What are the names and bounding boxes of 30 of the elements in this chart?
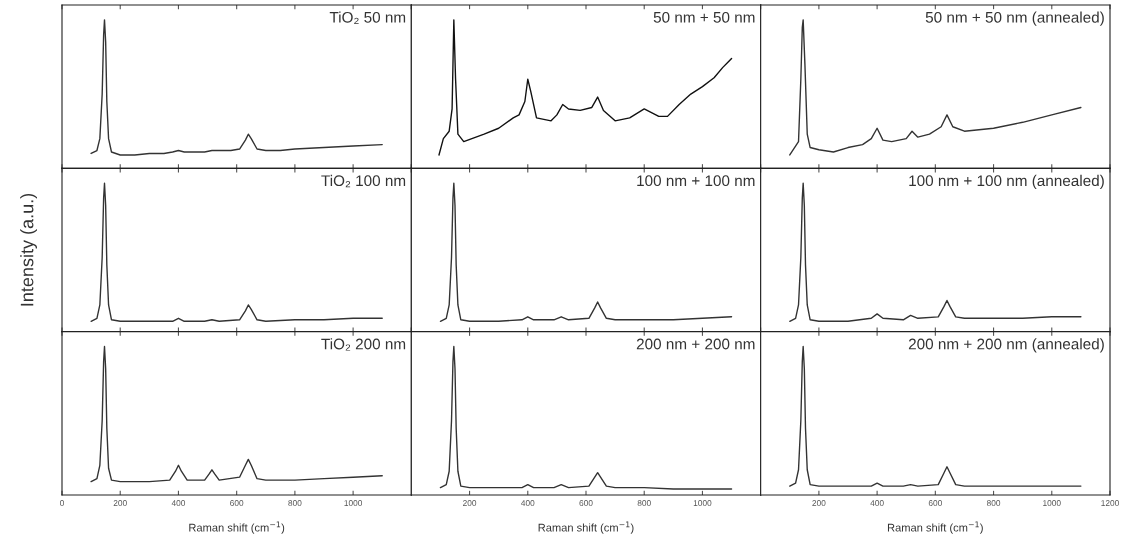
chart-title: 50 nm + 50 nm [653, 11, 755, 23]
chart-title: 200 nm + 200 nm (annealed) [908, 338, 1104, 353]
x-tick-label: 800 [986, 500, 1001, 506]
x-tick-label: 200 [463, 500, 477, 506]
x-tick-label: 200 [113, 500, 127, 506]
chart-title: 200 nm + 200 nm [636, 338, 755, 350]
x-tick-label: 1000 [344, 500, 363, 506]
chart-title: 50 nm + 50 nm (annealed) [925, 11, 1104, 26]
x-axis-title: Raman shift (cm$^{−1}$) [538, 521, 634, 534]
x-tick-label: 0 [60, 500, 64, 506]
x-tick-label: 600 [928, 500, 942, 506]
chart-title: 100 nm + 100 nm [637, 175, 755, 187]
chart-title: 100 nm + 100 nm (annealed) [909, 174, 1104, 190]
x-tick-label: 400 [521, 500, 535, 506]
x-tick-label: 1000 [693, 500, 712, 506]
x-tick-label: 1000 [1043, 500, 1061, 506]
x-tick-label: 400 [171, 500, 186, 506]
x-tick-label: 600 [230, 500, 244, 506]
x-tick-label: 600 [579, 500, 593, 506]
x-tick-label: 400 [870, 500, 884, 506]
x-axis-title: Raman shift (cm$^{−1}$) [189, 521, 285, 534]
x-tick-label: 1200 [1101, 500, 1119, 506]
chart-title: TiO₂ 200 nm [321, 338, 406, 351]
x-tick-label: 800 [637, 500, 651, 506]
x-tick-label: 200 [812, 500, 826, 506]
y-axis-title: Intensity (a.u.) [20, 193, 37, 306]
x-tick-label: 800 [288, 500, 302, 506]
chart-title: TiO₂ 50 nm [329, 11, 406, 24]
x-axis-title: Raman shift (cm$^{−1}$) [887, 521, 983, 534]
chart-title: TiO₂ 100 nm [321, 174, 406, 188]
